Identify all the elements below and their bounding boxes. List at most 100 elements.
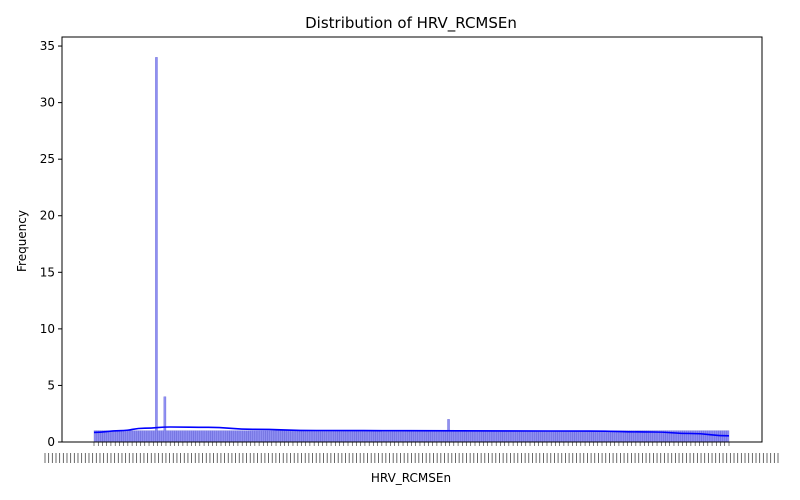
histogram-bar <box>303 430 306 443</box>
histogram-bar <box>570 430 573 443</box>
histogram-bar <box>373 430 376 443</box>
histogram-bar <box>115 430 118 443</box>
histogram-bar <box>326 430 330 443</box>
histogram-bar <box>394 430 397 443</box>
histogram-bar <box>398 430 402 443</box>
histogram-bar <box>487 430 490 443</box>
histogram-bar <box>339 430 342 443</box>
histogram-bar <box>491 430 495 443</box>
histogram-bar <box>606 430 609 443</box>
histogram-bar <box>364 430 368 443</box>
histogram-bar <box>297 430 300 443</box>
histogram-bar <box>449 430 452 443</box>
histogram-bar <box>140 430 143 443</box>
y-tick-label: 35 <box>40 39 55 53</box>
histogram-bar <box>485 430 488 443</box>
histogram-bar <box>337 430 340 443</box>
histogram-bar <box>489 430 493 443</box>
histogram-bar <box>301 430 304 443</box>
histogram-bar <box>208 430 211 443</box>
kde-curve <box>93 426 730 437</box>
histogram-bar <box>580 430 584 443</box>
histogram-bar <box>419 430 423 443</box>
histogram-bar <box>176 430 179 443</box>
y-axis-label: Frequency <box>15 210 29 272</box>
y-tick-label: 30 <box>40 96 55 110</box>
histogram-bar <box>517 430 520 443</box>
histogram-bar <box>557 430 560 443</box>
histogram-bar <box>409 430 412 443</box>
histogram-bar <box>400 430 404 443</box>
histogram-bar <box>193 430 196 443</box>
histogram-bar <box>457 430 461 443</box>
histogram-bar <box>512 430 516 443</box>
histogram-bar <box>603 430 607 443</box>
histogram-bar <box>106 430 109 443</box>
histogram-bar <box>709 430 713 443</box>
histogram-bar <box>371 430 374 443</box>
histogram-bar <box>432 430 435 443</box>
histogram-bar <box>574 430 577 443</box>
histogram-bar <box>322 430 325 443</box>
histogram-bar <box>479 430 482 443</box>
histogram-bar <box>455 430 459 443</box>
histogram-bar <box>178 430 181 443</box>
histogram-bar <box>138 430 141 443</box>
histogram-bar <box>612 430 615 443</box>
histogram-bar <box>231 430 234 443</box>
y-axis: 0 5 10 15 20 25 30 35 <box>40 39 62 449</box>
histogram-bar <box>313 430 317 443</box>
histogram-bar <box>269 430 272 443</box>
histogram-bar <box>445 430 448 443</box>
histogram-bar <box>349 430 353 443</box>
histogram-bar <box>498 430 501 443</box>
histogram-bar <box>170 430 173 443</box>
histogram-bar <box>421 430 425 443</box>
histogram-bar <box>246 430 249 443</box>
histogram-bar <box>212 430 215 443</box>
histogram-bar <box>582 430 586 443</box>
histogram-bar <box>525 430 529 443</box>
histogram-bar <box>377 430 380 443</box>
histogram-bar <box>153 430 156 443</box>
histogram-bar <box>510 430 514 443</box>
histogram-bar <box>523 430 526 443</box>
histogram-bar <box>294 430 298 443</box>
histogram-bar <box>599 430 603 443</box>
histogram-bar <box>601 430 605 443</box>
histogram-bar <box>330 430 334 443</box>
histogram-bar <box>186 430 190 443</box>
histogram-bar <box>440 430 444 443</box>
histogram-bar <box>576 430 579 443</box>
histogram-bar <box>565 430 569 443</box>
histogram-bar <box>572 430 575 443</box>
histogram-bar <box>610 430 613 443</box>
y-tick-label: 0 <box>47 435 55 449</box>
histogram-bar <box>500 430 503 443</box>
histogram-bar <box>233 430 236 443</box>
histogram-bar <box>415 430 419 443</box>
histogram-bar <box>119 430 122 443</box>
histogram-bar <box>252 430 256 443</box>
histogram-bar <box>191 430 194 443</box>
histogram-bar <box>506 430 510 443</box>
histogram-bar <box>428 430 431 443</box>
histogram-bar <box>189 430 192 443</box>
histogram-bar <box>476 430 480 443</box>
histogram-bar <box>527 430 531 443</box>
histogram-bar <box>184 430 188 443</box>
histogram-bar <box>694 430 698 443</box>
histogram-bar <box>328 430 332 443</box>
histogram-bar <box>597 430 601 443</box>
histogram-bar <box>462 430 465 443</box>
histogram-bar <box>383 430 387 443</box>
histogram-bar <box>688 430 692 443</box>
histogram-bar <box>680 430 683 443</box>
histogram-bar <box>309 430 313 443</box>
histogram-bar <box>690 430 694 443</box>
histogram-bar <box>165 430 169 443</box>
y-tick-label: 15 <box>40 265 55 279</box>
histogram-bar <box>237 430 241 443</box>
histogram-bar <box>347 430 351 443</box>
